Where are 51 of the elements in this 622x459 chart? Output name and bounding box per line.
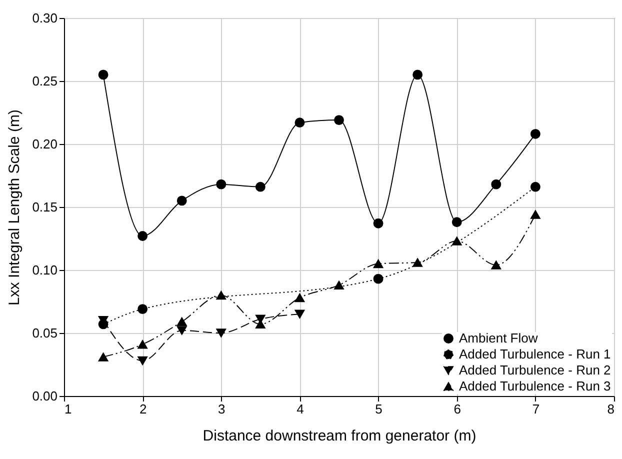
y-tick-label: 0.10 bbox=[32, 262, 58, 278]
x-tick-label: 7 bbox=[532, 402, 540, 416]
x-axis-title: Distance downstream from generator (m) bbox=[202, 428, 476, 444]
y-tick-label: 0.15 bbox=[32, 200, 58, 214]
point bbox=[491, 179, 502, 190]
point bbox=[176, 196, 187, 206]
x-tick-label: 2 bbox=[139, 402, 147, 416]
y-tick-label: 0.20 bbox=[32, 136, 58, 152]
point bbox=[216, 179, 226, 190]
point bbox=[530, 210, 540, 219]
legend-label: Added Turbulence - Run 1 bbox=[459, 346, 611, 362]
point bbox=[98, 352, 108, 362]
point bbox=[373, 259, 384, 268]
point bbox=[334, 280, 344, 290]
point bbox=[452, 217, 462, 228]
x-tick-label: 1 bbox=[64, 402, 72, 416]
x-tick-label: 3 bbox=[218, 402, 226, 416]
y-tick-label: 0.25 bbox=[32, 74, 58, 88]
point bbox=[373, 274, 384, 284]
point bbox=[452, 236, 462, 246]
point bbox=[216, 290, 226, 300]
y-tick-label: 0.00 bbox=[32, 388, 58, 404]
point bbox=[138, 356, 148, 366]
point bbox=[294, 118, 305, 128]
legend-label: Added Turbulence - Run 2 bbox=[459, 362, 611, 378]
point bbox=[176, 326, 187, 335]
legend-label: Added Turbulence - Run 3 bbox=[459, 378, 611, 394]
x-tick-label: 8 bbox=[607, 402, 614, 416]
point bbox=[530, 128, 540, 139]
y-tick-label: 0.05 bbox=[32, 326, 58, 340]
point bbox=[412, 70, 423, 80]
point bbox=[138, 340, 148, 349]
point bbox=[176, 317, 187, 326]
point bbox=[334, 115, 344, 126]
y-tick-label: 0.30 bbox=[32, 10, 58, 26]
point bbox=[138, 304, 148, 314]
y-axis-title: Lxx Integral Length Scale (m) bbox=[6, 110, 24, 306]
x-tick-label: 5 bbox=[375, 402, 382, 416]
point bbox=[138, 231, 148, 241]
point bbox=[255, 182, 266, 192]
point bbox=[294, 310, 305, 318]
x-tick-label: 4 bbox=[296, 402, 304, 416]
x-tick-label: 6 bbox=[454, 402, 461, 416]
point bbox=[98, 70, 108, 80]
point bbox=[412, 258, 423, 267]
point bbox=[294, 293, 305, 302]
point bbox=[373, 218, 384, 228]
point bbox=[530, 182, 540, 192]
legend-label: Ambient Flow bbox=[459, 330, 538, 346]
point bbox=[491, 260, 502, 270]
point bbox=[216, 328, 226, 338]
